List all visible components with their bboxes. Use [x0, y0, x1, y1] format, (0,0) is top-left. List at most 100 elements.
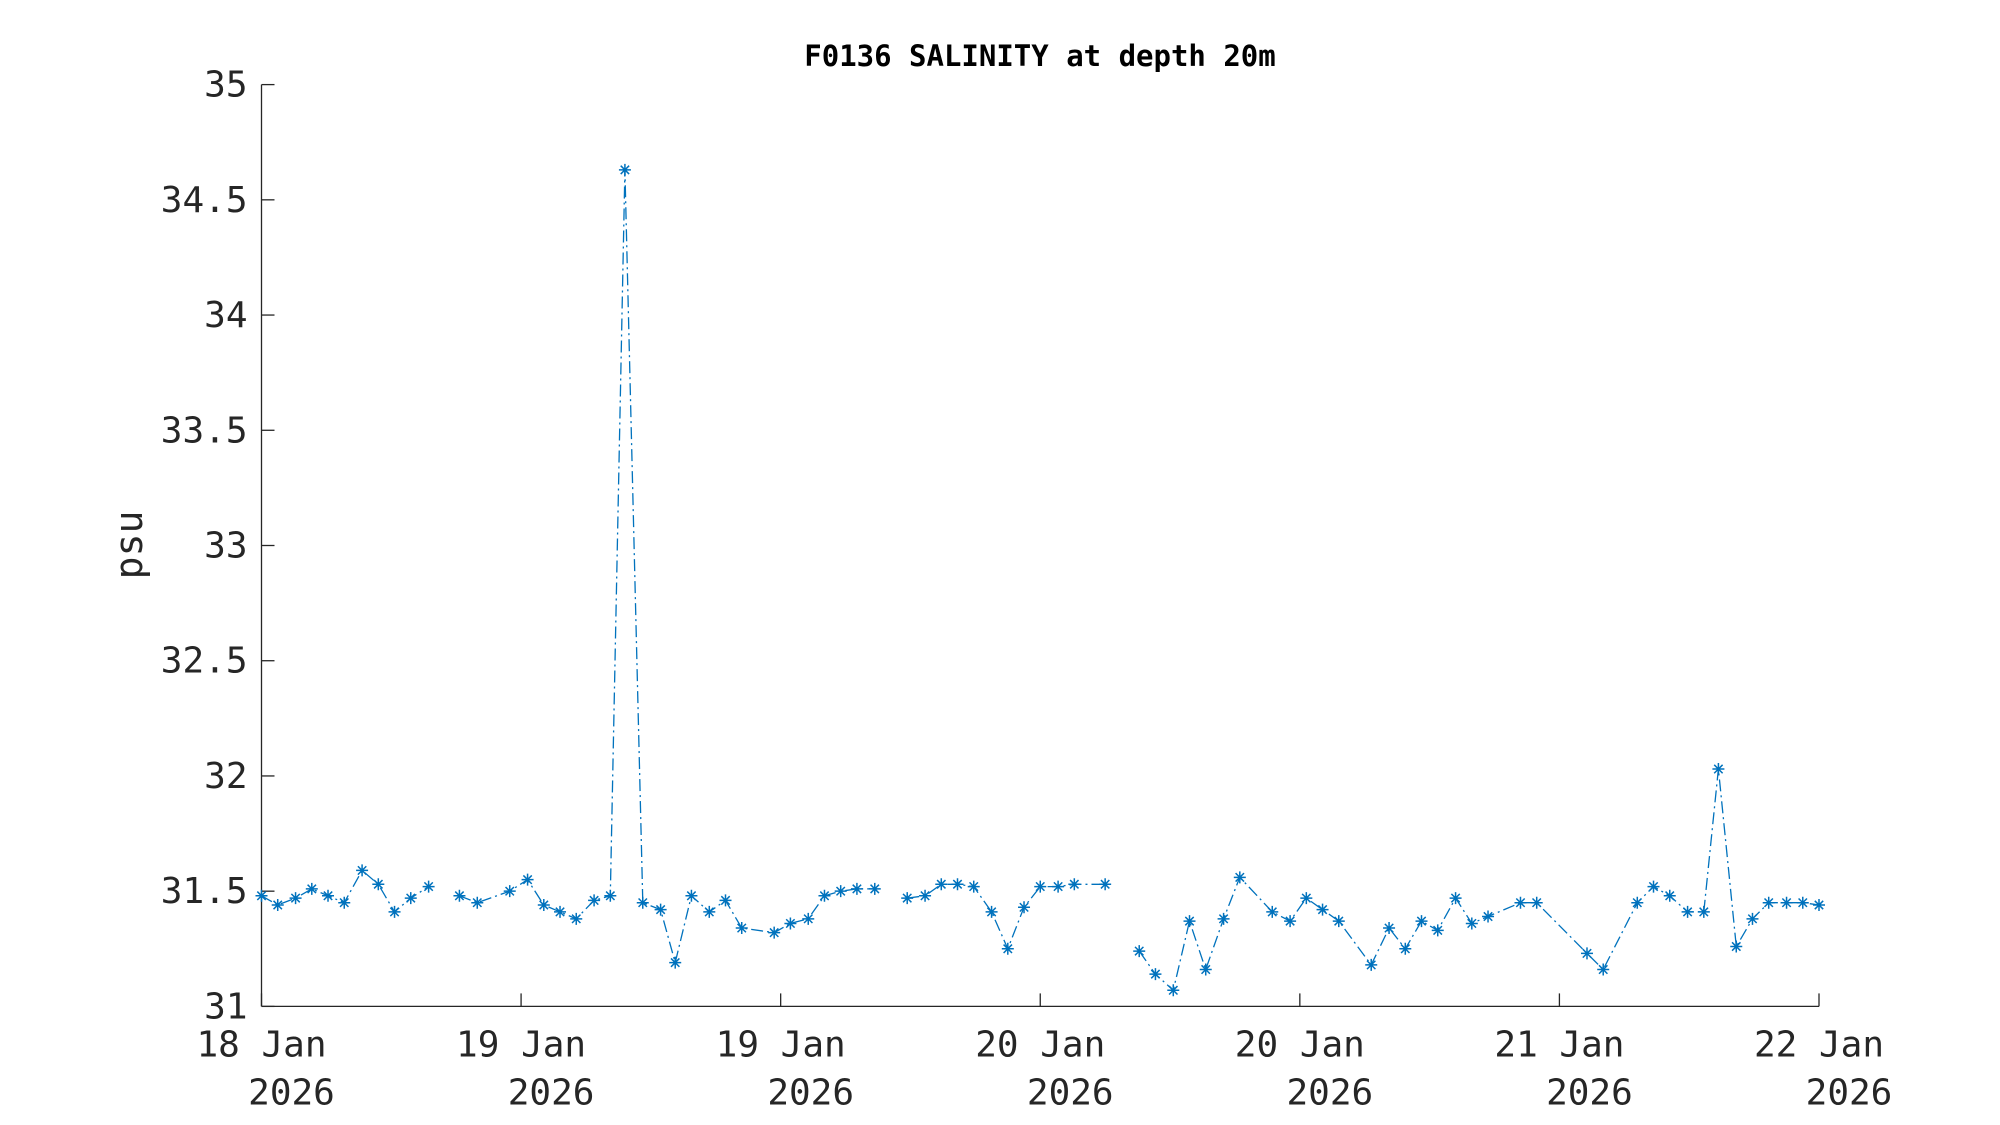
marker — [935, 878, 948, 891]
x-tick-label: 21 Jan 2026 — [1494, 1024, 1632, 1113]
marker — [669, 956, 682, 969]
marker — [703, 905, 716, 918]
marker — [1266, 905, 1279, 918]
x-tick-label: 20 Jan 2026 — [1235, 1024, 1373, 1113]
y-tick-label: 31.5 — [161, 871, 248, 912]
marker — [1052, 880, 1065, 893]
marker — [422, 880, 435, 893]
y-tick-label: 34 — [204, 295, 247, 336]
marker — [521, 873, 534, 886]
marker — [1167, 984, 1180, 997]
marker — [850, 882, 863, 895]
marker — [1514, 896, 1527, 909]
marker — [1365, 958, 1378, 971]
y-tick-label: 34.5 — [161, 180, 248, 221]
marker — [1730, 940, 1743, 953]
marker — [784, 917, 797, 930]
marker — [1681, 905, 1694, 918]
marker — [802, 912, 815, 925]
marker — [834, 885, 847, 898]
marker — [338, 896, 351, 909]
marker — [1217, 912, 1230, 925]
x-tick-label: 20 Jan 2026 — [975, 1024, 1113, 1113]
y-tick-label: 33.5 — [161, 410, 248, 451]
x-tick-label: 19 Jan 2026 — [716, 1024, 854, 1113]
marker — [654, 903, 667, 916]
marker — [1316, 903, 1329, 916]
marker — [503, 885, 516, 898]
marker — [1581, 947, 1593, 960]
marker — [1746, 912, 1759, 925]
marker — [919, 889, 932, 902]
marker — [1482, 910, 1495, 923]
marker — [1332, 915, 1345, 928]
marker — [1780, 896, 1793, 909]
x-tick-label: 18 Jan 2026 — [196, 1024, 334, 1113]
marker — [388, 905, 401, 918]
marker — [1647, 880, 1660, 893]
marker — [1631, 896, 1644, 909]
marker — [1597, 963, 1610, 976]
chart-title: F0136 SALINITY at depth 20m — [804, 39, 1275, 73]
marker — [735, 922, 748, 935]
marker — [1465, 917, 1478, 930]
marker — [1697, 905, 1710, 918]
marker — [719, 894, 732, 907]
marker — [1530, 896, 1543, 909]
marker — [322, 889, 335, 902]
marker — [1431, 924, 1444, 937]
marker — [356, 864, 369, 877]
marker — [618, 163, 631, 176]
marker — [685, 889, 698, 902]
marker — [1133, 945, 1146, 958]
marker — [1383, 922, 1396, 935]
marker — [271, 899, 284, 912]
marker — [985, 905, 998, 918]
marker — [372, 878, 385, 891]
marker — [1762, 896, 1775, 909]
x-tick-label: 22 Jan 2026 — [1754, 1024, 1892, 1113]
marker — [1183, 915, 1196, 928]
marker — [289, 892, 302, 905]
marker — [1284, 915, 1297, 928]
marker — [1663, 889, 1676, 902]
y-tick-label: 32 — [204, 756, 247, 797]
marker — [1415, 915, 1428, 928]
y-tick-label: 32.5 — [161, 641, 248, 682]
marker — [588, 894, 601, 907]
marker — [1018, 901, 1031, 914]
marker — [1796, 896, 1809, 909]
marker — [1233, 871, 1246, 884]
marker — [1149, 968, 1162, 981]
marker — [570, 912, 583, 925]
marker — [1399, 942, 1412, 955]
marker — [951, 878, 964, 891]
marker — [818, 889, 831, 902]
marker — [1712, 763, 1725, 776]
marker — [255, 889, 268, 902]
marker — [1199, 963, 1212, 976]
y-tick-label: 33 — [204, 526, 247, 567]
marker — [404, 892, 417, 905]
marker — [1300, 892, 1313, 905]
y-tick-label: 31 — [204, 986, 247, 1027]
marker — [471, 896, 484, 909]
marker — [1001, 942, 1014, 955]
marker — [1099, 878, 1112, 891]
marker — [1034, 880, 1047, 893]
marker — [636, 896, 649, 909]
marker — [901, 892, 914, 905]
series-line — [261, 169, 1820, 992]
marker — [554, 905, 567, 918]
marker — [305, 882, 318, 895]
marker — [453, 889, 466, 902]
marker — [1068, 878, 1081, 891]
marker — [537, 899, 550, 912]
x-tick-label: 19 Jan 2026 — [456, 1024, 594, 1113]
y-axis-label: psu — [107, 511, 151, 580]
y-tick-label: 35 — [204, 65, 247, 106]
marker — [1813, 899, 1825, 912]
marker — [604, 889, 617, 902]
